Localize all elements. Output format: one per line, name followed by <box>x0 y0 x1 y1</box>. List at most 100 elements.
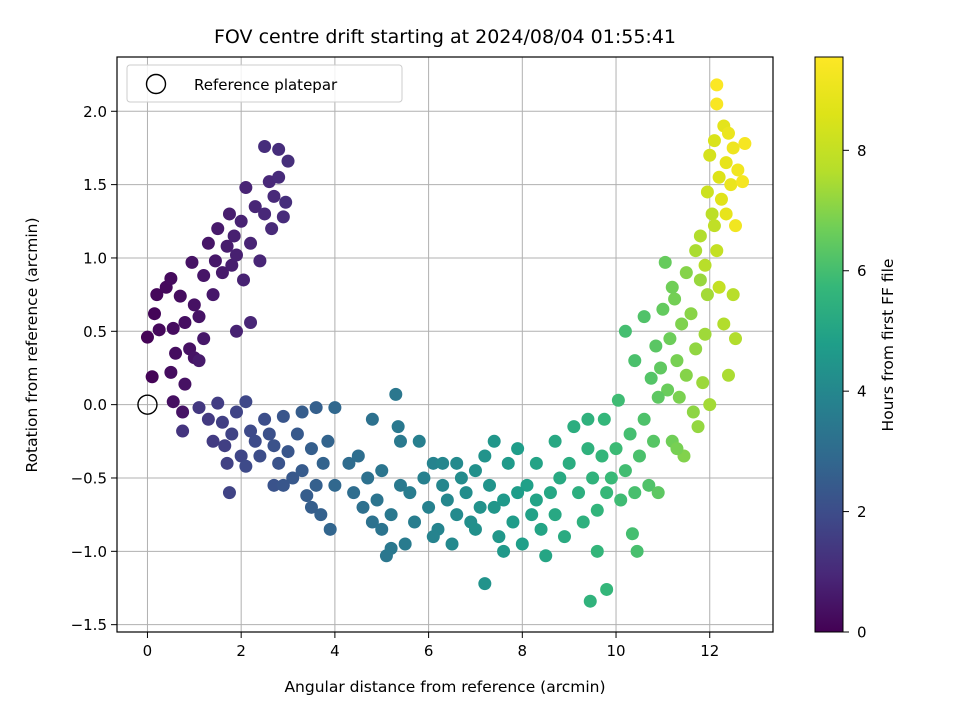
data-point <box>192 401 206 415</box>
data-point <box>215 266 229 280</box>
data-point <box>520 478 534 492</box>
data-point <box>403 486 417 500</box>
data-point <box>724 178 738 192</box>
colorbar-tick-label: 2 <box>857 503 867 521</box>
data-point <box>365 515 379 529</box>
data-point <box>478 449 492 463</box>
data-point <box>152 323 166 337</box>
data-point <box>611 393 625 407</box>
data-point <box>166 395 180 409</box>
data-point <box>497 544 511 558</box>
data-point <box>637 310 651 324</box>
data-point <box>140 330 154 344</box>
data-point <box>370 493 384 507</box>
colorbar-gradient <box>814 56 844 633</box>
data-point <box>342 456 356 470</box>
data-point <box>234 214 248 228</box>
data-point <box>445 537 459 551</box>
data-point <box>572 486 586 500</box>
data-point <box>590 544 604 558</box>
data-point <box>218 439 232 453</box>
data-point <box>539 549 553 563</box>
y-tick-label: −0.5 <box>71 469 107 487</box>
data-point <box>719 156 733 170</box>
data-point <box>597 412 611 426</box>
data-point <box>661 383 675 397</box>
data-point <box>197 332 211 346</box>
data-point <box>164 365 178 379</box>
y-tick-label: 0.5 <box>83 323 107 341</box>
data-point <box>244 236 258 250</box>
data-point <box>473 500 487 514</box>
data-point <box>710 244 724 258</box>
data-point <box>351 449 365 463</box>
data-point <box>670 354 684 368</box>
data-point <box>625 527 639 541</box>
data-point <box>501 456 515 470</box>
data-point <box>459 486 473 500</box>
data-point <box>323 522 337 536</box>
data-point <box>440 493 454 507</box>
data-point <box>145 370 159 384</box>
plot-frame <box>116 56 774 633</box>
data-point <box>614 493 628 507</box>
x-tick-label: 8 <box>518 642 528 660</box>
data-point <box>178 377 192 391</box>
data-point <box>672 390 686 404</box>
data-point <box>222 486 236 500</box>
data-point <box>265 222 279 236</box>
data-point <box>714 192 728 206</box>
data-point <box>628 354 642 368</box>
data-point <box>248 200 262 214</box>
data-point <box>220 456 234 470</box>
data-point <box>656 302 670 316</box>
data-point <box>600 486 614 500</box>
data-point <box>450 456 464 470</box>
data-point <box>623 427 637 441</box>
data-point <box>686 405 700 419</box>
data-point <box>647 434 661 448</box>
data-point <box>267 189 281 203</box>
data-point <box>581 442 595 456</box>
data-point <box>258 207 272 221</box>
data-point <box>712 280 726 294</box>
legend-marker-icon <box>145 73 167 95</box>
data-point <box>211 396 225 410</box>
data-point <box>258 139 272 153</box>
y-tick-label: 1.0 <box>83 249 107 267</box>
data-point <box>534 522 548 536</box>
data-point <box>468 464 482 478</box>
x-tick-label: 4 <box>330 642 340 660</box>
data-point <box>731 163 745 177</box>
data-point <box>304 500 318 514</box>
legend-label: Reference platepar <box>194 76 338 94</box>
data-point <box>710 78 724 92</box>
data-point <box>721 126 735 140</box>
data-point <box>328 478 342 492</box>
y-tick-label: −1.0 <box>71 543 107 561</box>
x-tick-label: 2 <box>236 642 246 660</box>
data-point <box>700 185 714 199</box>
data-point <box>618 464 632 478</box>
x-tick-label: 10 <box>606 642 625 660</box>
data-point <box>557 530 571 544</box>
data-point <box>670 442 684 456</box>
data-point <box>229 248 243 262</box>
data-point <box>525 508 539 522</box>
data-point <box>244 424 258 438</box>
data-point <box>553 471 567 485</box>
data-point <box>215 415 229 429</box>
data-point <box>628 486 642 500</box>
data-points <box>137 78 752 608</box>
data-point <box>169 346 183 360</box>
data-point <box>309 401 323 415</box>
data-point <box>197 269 211 283</box>
data-point <box>262 427 276 441</box>
data-point <box>173 289 187 303</box>
data-point <box>529 493 543 507</box>
data-point <box>272 142 286 156</box>
data-point <box>276 478 290 492</box>
data-point <box>304 442 318 456</box>
y-tick-label: 1.5 <box>83 176 107 194</box>
data-point <box>176 405 190 419</box>
